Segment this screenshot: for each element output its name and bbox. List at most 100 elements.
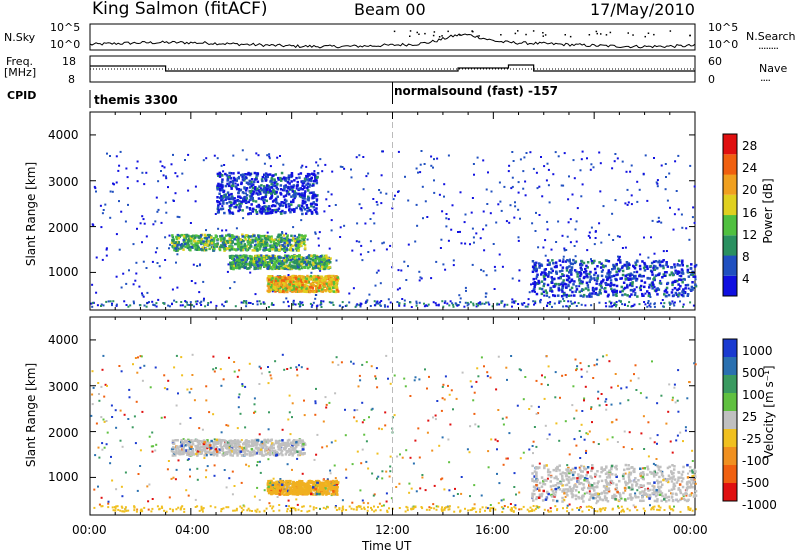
power-echo-pixel	[587, 288, 590, 292]
power-echo-pixel	[677, 259, 681, 262]
power-echo-pixel	[302, 242, 306, 245]
power-echo-pixel	[257, 241, 260, 244]
velocity-ground-pixel	[656, 508, 659, 511]
power-echo-pixel	[242, 254, 246, 257]
power-noise-pixel	[227, 263, 230, 266]
power-echo-pixel	[330, 280, 334, 284]
power-echo-pixel	[654, 274, 658, 277]
power-noise-pixel	[401, 298, 404, 300]
power-echo-pixel	[245, 187, 249, 190]
velocity-noise-pixel	[593, 364, 596, 367]
power-echo-pixel	[194, 246, 197, 249]
power-echo-pixel	[216, 188, 219, 191]
power-noise-pixel	[159, 276, 162, 279]
power-echo-pixel	[285, 199, 288, 203]
velocity-noise-pixel	[433, 484, 436, 487]
power-ground-pixel	[449, 300, 452, 303]
power-ground-pixel	[660, 302, 663, 305]
power-echo-pixel	[182, 244, 185, 247]
power-echo-pixel	[690, 263, 693, 266]
power-ground-pixel	[479, 301, 482, 304]
velocity-noise-pixel	[597, 397, 600, 400]
power-noise-pixel	[135, 261, 138, 264]
velocity-noise-pixel	[395, 486, 398, 488]
power-echo-pixel	[271, 254, 275, 257]
power-ground-pixel	[299, 300, 302, 303]
power-echo-pixel	[233, 205, 236, 209]
power-echo-pixel	[321, 265, 324, 269]
power-echo-pixel	[269, 240, 273, 244]
power-noise-pixel	[658, 220, 661, 223]
velocity-noise-pixel	[147, 508, 150, 511]
power-ground-pixel	[151, 300, 154, 303]
power-echo-pixel	[316, 279, 319, 283]
power-ground-pixel	[415, 302, 418, 305]
power-echo-pixel	[262, 201, 266, 205]
power-noise-pixel	[562, 297, 565, 300]
power-noise-pixel	[164, 236, 167, 239]
power-ground-pixel	[643, 301, 646, 303]
power-noise-pixel	[616, 291, 618, 294]
power-noise-pixel	[555, 241, 558, 243]
power-echo-pixel	[681, 290, 684, 293]
velocity-noise-pixel	[365, 460, 368, 463]
power-echo-pixel	[312, 206, 316, 209]
power-noise-pixel	[152, 223, 155, 226]
power-echo-pixel	[293, 237, 296, 241]
velocity-noise-pixel	[111, 416, 114, 418]
power-echo-pixel	[329, 261, 332, 264]
power-noise-pixel	[692, 206, 695, 209]
power-echo-pixel	[280, 177, 284, 181]
power-ground-pixel	[320, 303, 323, 306]
power-noise-pixel	[194, 200, 197, 203]
power-echo-pixel	[312, 263, 315, 266]
velocity-noise-pixel	[356, 450, 359, 453]
power-noise-pixel	[95, 291, 98, 294]
power-echo-pixel	[264, 191, 267, 195]
power-echo-pixel	[251, 263, 254, 267]
power-echo-pixel	[306, 288, 310, 292]
power-noise-pixel	[194, 282, 197, 285]
power-ground-pixel	[673, 304, 676, 307]
power-noise-pixel	[106, 152, 108, 155]
velocity-ground-pixel	[510, 507, 513, 509]
power-echo-pixel	[323, 267, 326, 271]
power-echo-pixel	[295, 185, 299, 188]
power-echo-pixel	[271, 246, 275, 249]
velocity-noise-pixel	[356, 409, 359, 411]
velocity-noise-pixel	[602, 355, 605, 358]
power-noise-pixel	[565, 296, 568, 299]
power-echo-pixel	[309, 285, 312, 289]
power-echo-pixel	[604, 264, 607, 268]
power-echo-pixel	[276, 235, 279, 239]
power-echo-pixel	[680, 278, 683, 282]
power-noise-pixel	[627, 201, 630, 204]
power-noise-pixel	[618, 257, 621, 260]
velocity-ground-pixel	[464, 507, 466, 510]
power-noise-pixel	[599, 162, 602, 165]
power-echo-pixel	[639, 267, 642, 271]
power-echo-pixel	[219, 202, 222, 206]
power-echo-pixel	[251, 241, 254, 244]
power-noise-pixel	[339, 226, 342, 229]
power-noise-pixel	[400, 269, 403, 272]
velocity-ground-pixel	[341, 505, 344, 508]
velocity-noise-pixel	[598, 404, 601, 407]
power-echo-pixel	[570, 286, 574, 290]
power-echo-pixel	[258, 261, 261, 264]
power-echo-pixel	[188, 237, 191, 241]
power-echo-pixel	[221, 188, 224, 192]
velocity-ground-pixel	[643, 509, 646, 512]
power-echo-pixel	[310, 204, 313, 208]
power-echo-pixel	[316, 274, 320, 278]
power-echo-pixel	[618, 259, 622, 262]
power-noise-pixel	[155, 196, 158, 199]
velocity-noise-pixel	[483, 365, 485, 368]
power-noise-pixel	[125, 282, 128, 285]
power-echo-pixel	[284, 203, 288, 207]
power-echo-pixel	[232, 235, 236, 238]
power-echo-pixel	[629, 283, 633, 286]
power-echo-pixel	[193, 239, 196, 243]
power-echo-pixel	[304, 266, 307, 269]
velocity-ground-pixel	[566, 506, 569, 509]
